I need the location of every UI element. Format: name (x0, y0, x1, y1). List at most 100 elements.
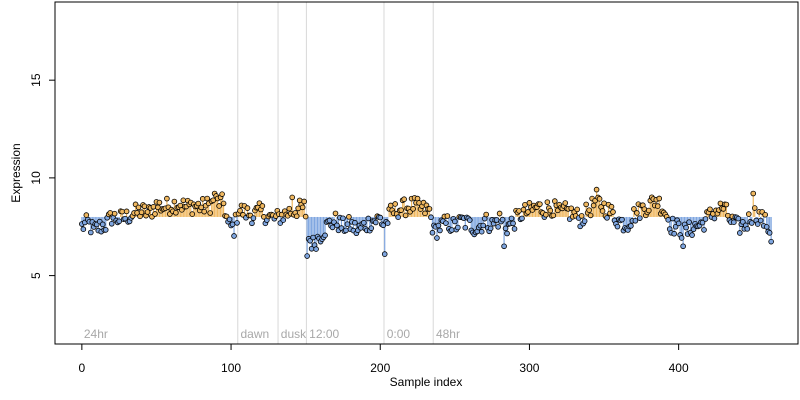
x-tick-label: 100 (221, 361, 241, 375)
data-point (398, 207, 404, 213)
data-point (711, 215, 718, 222)
data-point (395, 214, 401, 220)
segment-label: 12:00 (309, 327, 339, 341)
data-point (590, 202, 597, 209)
data-point (483, 211, 489, 218)
data-point (525, 209, 531, 215)
data-point (544, 199, 551, 205)
data-point (99, 221, 106, 228)
data-point (334, 222, 340, 229)
data-point (164, 195, 170, 202)
data-point (429, 229, 436, 236)
data-point (701, 227, 707, 233)
data-point (231, 233, 237, 239)
data-point (452, 218, 458, 225)
data-point (702, 216, 709, 222)
data-point (739, 219, 746, 225)
y-axis: 5 10 15 (29, 73, 56, 279)
data-point (381, 251, 388, 257)
data-point (547, 207, 554, 214)
data-point (401, 196, 407, 203)
data-point (365, 215, 372, 222)
data-point (495, 224, 501, 230)
data-point (750, 190, 757, 197)
x-tick-label: 400 (669, 361, 689, 375)
data-point (332, 210, 339, 217)
x-tick-label: 300 (519, 361, 539, 375)
data-point (83, 212, 90, 218)
data-point (516, 208, 522, 214)
data-point (568, 205, 575, 212)
data-point (737, 230, 743, 236)
data-point (377, 214, 384, 221)
data-point (480, 222, 486, 229)
data-point (599, 208, 606, 214)
data-point (116, 218, 122, 225)
data-point (537, 201, 543, 207)
segment-label: dusk (281, 327, 307, 341)
data-point (665, 217, 671, 223)
data-point (683, 224, 689, 231)
data-point (259, 203, 266, 209)
y-tick-label: 10 (29, 171, 43, 185)
data-point (637, 215, 643, 221)
data-point (135, 204, 142, 211)
data-point (654, 203, 661, 209)
data-point (455, 224, 461, 231)
data-point (199, 196, 206, 202)
data-point (368, 225, 375, 231)
data-point (380, 222, 387, 229)
data-point (189, 211, 196, 217)
data-point (449, 227, 455, 233)
data-point (583, 201, 589, 208)
data-point (520, 206, 527, 213)
data-point (757, 217, 764, 224)
data-point (496, 210, 503, 217)
data-point (302, 213, 309, 220)
data-point (204, 195, 210, 202)
segment-label: 0:00 (387, 327, 411, 341)
data-point (689, 232, 695, 238)
data-point (610, 209, 616, 215)
data-point (586, 207, 592, 213)
data-point (392, 201, 398, 207)
data-point (322, 232, 328, 239)
data-point (581, 218, 588, 224)
data-point (723, 201, 730, 208)
data-point (502, 225, 509, 232)
data-point (631, 206, 637, 212)
data-point (310, 234, 316, 241)
data-point (717, 200, 724, 207)
data-point (340, 215, 346, 222)
data-point (207, 210, 213, 216)
data-point (384, 220, 391, 226)
x-axis-label: Sample index (390, 375, 463, 389)
data-point (601, 200, 607, 207)
data-point (152, 211, 158, 217)
data-point (501, 243, 507, 250)
data-point (608, 203, 615, 210)
segment-label: 48hr (436, 327, 460, 341)
data-point (437, 227, 443, 234)
data-point (466, 217, 473, 223)
data-point (244, 205, 251, 211)
data-point (301, 198, 307, 205)
data-point (107, 210, 114, 216)
data-point (634, 210, 640, 216)
data-point (680, 243, 686, 250)
y-tick-label: 5 (29, 272, 43, 279)
data-point (562, 200, 569, 206)
data-point (352, 219, 358, 226)
data-point (678, 235, 685, 241)
segment-label: 24hr (84, 327, 108, 341)
data-point (173, 209, 179, 216)
x-tick-label: 200 (370, 361, 390, 375)
data-point (299, 204, 306, 211)
data-point (751, 205, 758, 211)
data-point (543, 211, 549, 218)
data-point (745, 211, 752, 217)
data-point (707, 206, 713, 213)
data-point (156, 199, 163, 206)
data-point (593, 186, 600, 193)
